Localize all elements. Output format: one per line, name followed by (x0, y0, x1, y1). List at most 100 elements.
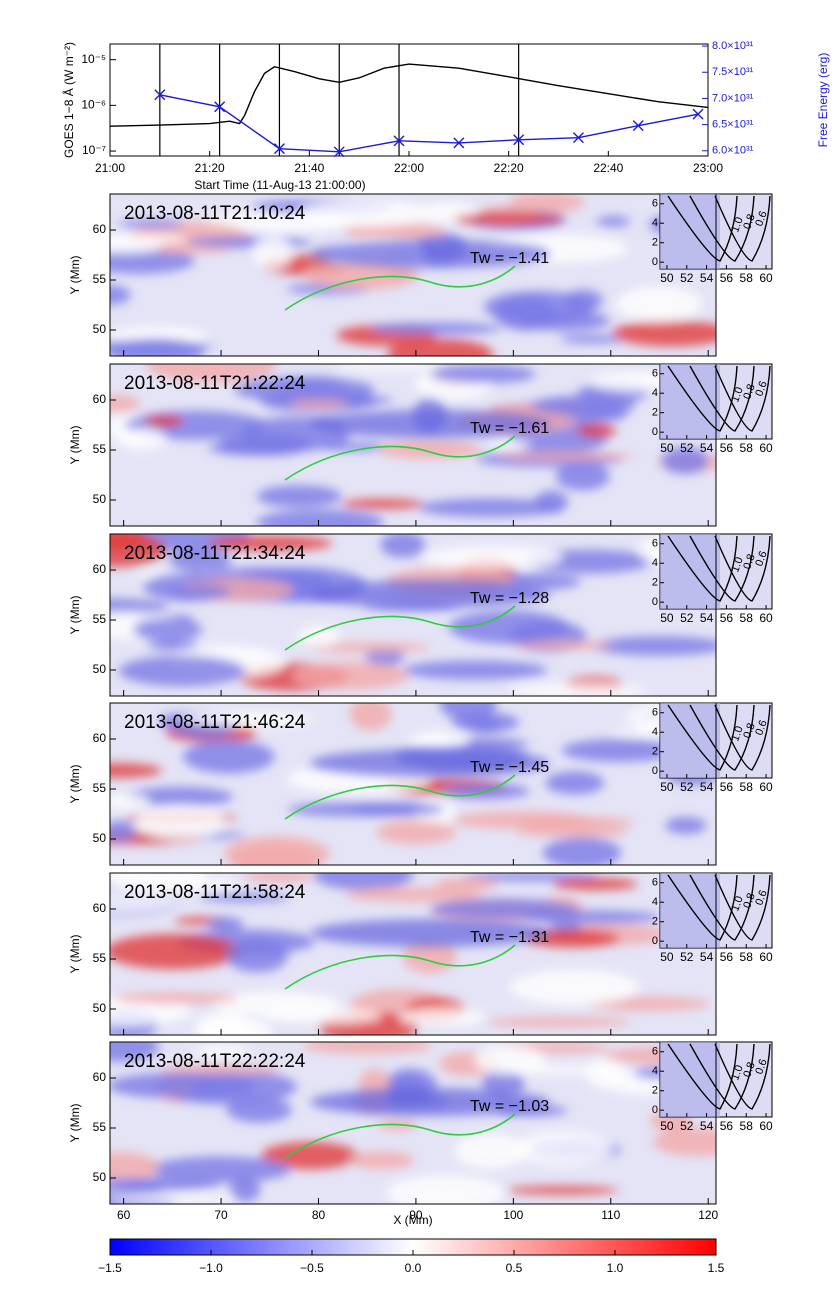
twist-label: Tw = −1.45 (470, 759, 549, 776)
inset-x-tick-label: 58 (740, 611, 754, 625)
y-tick-label: 50 (93, 322, 107, 336)
inset-x-tick-label: 52 (680, 611, 694, 625)
blob (198, 893, 291, 902)
blob (296, 200, 435, 227)
contour-label: 0.6 (753, 380, 770, 398)
blob (110, 598, 169, 616)
y-tick-label: 10⁻⁵ (81, 52, 106, 66)
blob (448, 610, 569, 644)
inset-x-tick-label: 56 (720, 1119, 734, 1133)
blob (110, 1195, 243, 1204)
twist-label: Tw = −1.03 (470, 1098, 549, 1115)
blob (349, 703, 392, 731)
x-tick-label: 23:00 (693, 161, 723, 175)
y-tick-label: 55 (93, 272, 107, 286)
blob (435, 877, 499, 891)
y-tick-label: 10⁻⁶ (81, 98, 106, 112)
heatmap-blobs (110, 1042, 716, 1204)
twist-label: Tw = −1.41 (470, 250, 549, 267)
blob (509, 969, 640, 1005)
y-axis-label: Y (Mm) (68, 595, 82, 634)
colorbar-tick-label: −1.0 (199, 1261, 223, 1275)
blob (451, 811, 592, 829)
inset-x-tick-label: 52 (680, 271, 694, 285)
blob (453, 212, 565, 226)
panel-frame (109, 193, 717, 357)
y2-tick-label: 7.0×10³¹ (712, 92, 754, 104)
blob (310, 410, 550, 438)
inset-x-tick-label: 54 (700, 441, 714, 455)
inset-y-tick-label: 0 (652, 426, 658, 438)
heatmap (110, 364, 716, 526)
inset-x-tick-label: 58 (740, 271, 754, 285)
blob (158, 1064, 282, 1075)
y-tick-label: 10⁻⁷ (82, 143, 106, 157)
colorbar-tick-label: 0.0 (405, 1261, 422, 1275)
heatmap (110, 873, 716, 1035)
blob (387, 338, 494, 356)
colorbar-tick-label: 0.5 (506, 1261, 523, 1275)
contour (689, 874, 755, 941)
x-tick-label: 80 (312, 1208, 326, 1222)
blob (252, 235, 293, 269)
x-marker (513, 134, 525, 146)
contour (714, 365, 771, 432)
blob (226, 939, 289, 973)
blob (148, 1156, 291, 1183)
blob (516, 826, 630, 838)
blob (369, 322, 502, 335)
inset-x-tick-label: 50 (660, 1119, 674, 1133)
y-tick-label: 50 (93, 1170, 107, 1184)
inset-y-tick-label: 6 (652, 368, 658, 380)
twist-label: Tw = −1.61 (470, 420, 549, 437)
inset-x-tick-label: 60 (759, 950, 773, 964)
heatmap (110, 703, 716, 865)
y-tick-label: 50 (93, 1001, 107, 1015)
y2-tick-label: 6.5×10³¹ (712, 119, 754, 131)
x-tick-label: 22:00 (394, 161, 424, 175)
blob (256, 509, 385, 526)
blob (474, 1046, 546, 1075)
blob (195, 1045, 250, 1058)
y-axis-label: Y (Mm) (68, 1103, 82, 1142)
blob (335, 364, 441, 370)
flux-rope (284, 944, 516, 990)
contour (714, 874, 771, 941)
blob (409, 731, 470, 751)
panel-frame (109, 872, 717, 1036)
panel-time: 2013-08-11T22:22:24 (124, 1051, 306, 1072)
x-marker (393, 135, 405, 147)
blob (256, 485, 342, 508)
blob (110, 888, 181, 913)
inset-y-tick-label: 2 (652, 746, 658, 758)
blob (302, 1042, 433, 1055)
contour-label: 1.0 (729, 1064, 746, 1082)
y2-tick-label: 8.0×10³¹ (712, 40, 754, 52)
blob (310, 1088, 550, 1116)
heatmap-blobs (110, 364, 716, 526)
y-tick-label: 60 (93, 392, 107, 406)
blob (576, 423, 617, 438)
inset-x-tick-label: 54 (700, 271, 714, 285)
inset-y-tick-label: 4 (652, 896, 658, 908)
inset-x-tick-label: 58 (740, 1119, 754, 1133)
contour (689, 1043, 755, 1110)
blob (352, 802, 445, 816)
blob (377, 440, 482, 459)
inset-y-tick-label: 6 (652, 877, 658, 889)
contour-label: 1.0 (729, 386, 746, 404)
contour-label: 0.8 (741, 213, 758, 231)
blob (341, 498, 425, 510)
x-marker (154, 89, 166, 101)
x-tick-label: 90 (409, 1208, 423, 1222)
inset-x-tick-label: 60 (759, 1119, 773, 1133)
blob (344, 222, 447, 242)
blob (399, 1008, 486, 1027)
y-tick-label: 60 (93, 222, 107, 236)
blob (110, 820, 136, 842)
inset-x-tick-label: 58 (740, 950, 754, 964)
inset-y-tick-label: 0 (652, 935, 658, 947)
series-line (159, 94, 699, 153)
y-tick-label: 60 (93, 731, 107, 745)
inset-y-tick-label: 6 (652, 198, 658, 210)
